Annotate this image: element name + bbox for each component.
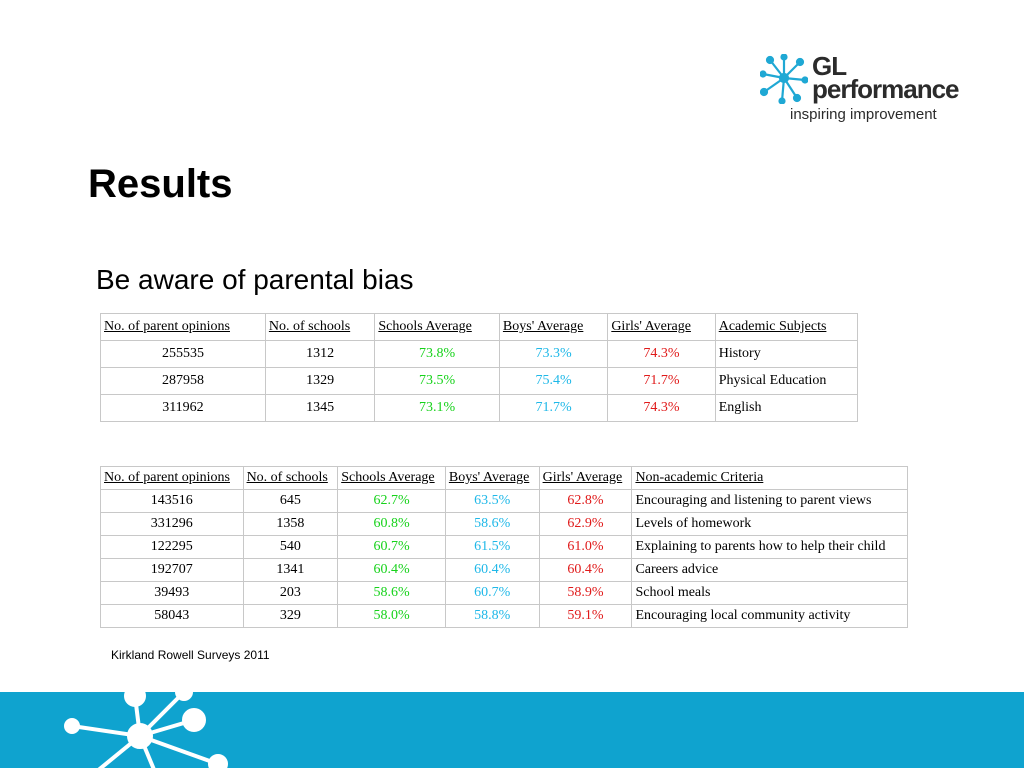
schools-average-cell: 60.4%	[337, 558, 446, 582]
column-header: Girls' Average	[607, 313, 716, 341]
girls-average-cell: 60.4%	[538, 558, 633, 582]
boys-average-cell: 61.5%	[444, 535, 540, 559]
logo-line-2: performance	[812, 74, 959, 104]
parent-opinions-cell: 122295	[100, 535, 244, 559]
boys-average-cell: 63.5%	[444, 489, 540, 513]
column-header: Girls' Average	[538, 466, 633, 490]
criteria-cell: Explaining to parents how to help their …	[631, 535, 908, 559]
schools-count-cell: 1345	[264, 394, 376, 422]
column-header: No. of schools	[264, 313, 376, 341]
column-header: Schools Average	[374, 313, 500, 341]
parent-opinions-cell: 39493	[100, 581, 244, 605]
table-row: 122295 540 60.7% 61.5% 61.0% Explaining …	[100, 535, 908, 559]
logo-tagline: inspiring improvement	[790, 106, 937, 123]
boys-average-cell: 58.8%	[444, 604, 540, 628]
slide-title: Results	[88, 162, 233, 206]
parent-opinions-cell: 192707	[100, 558, 244, 582]
non-academic-criteria-table: No. of parent opinions No. of schools Sc…	[100, 466, 908, 628]
schools-average-cell: 62.7%	[337, 489, 446, 513]
academic-subjects-table: No. of parent opinions No. of schools Sc…	[100, 313, 859, 422]
schools-average-cell: 60.8%	[337, 512, 446, 536]
boys-average-cell: 73.3%	[498, 340, 609, 368]
table-row: 287958 1329 73.5% 75.4% 71.7% Physical E…	[100, 367, 859, 395]
column-header: No. of schools	[242, 466, 339, 490]
girls-average-cell: 58.9%	[538, 581, 633, 605]
schools-average-cell: 73.8%	[374, 340, 500, 368]
girls-average-cell: 74.3%	[607, 394, 716, 422]
schools-average-cell: 73.1%	[374, 394, 500, 422]
boys-average-cell: 71.7%	[498, 394, 609, 422]
parent-opinions-cell: 143516	[100, 489, 244, 513]
network-star-icon	[64, 692, 228, 768]
parent-opinions-cell: 58043	[100, 604, 244, 628]
schools-average-cell: 60.7%	[337, 535, 446, 559]
schools-count-cell: 1329	[264, 367, 376, 395]
table-header-row: No. of parent opinions No. of schools Sc…	[100, 466, 908, 490]
gl-performance-logo: GL performance inspiring improvement	[760, 51, 982, 124]
schools-count-cell: 1358	[242, 512, 339, 536]
girls-average-cell: 74.3%	[607, 340, 716, 368]
girls-average-cell: 62.9%	[538, 512, 633, 536]
criteria-cell: Levels of homework	[631, 512, 908, 536]
schools-average-cell: 58.6%	[337, 581, 446, 605]
table-header-row: No. of parent opinions No. of schools Sc…	[100, 313, 859, 341]
schools-average-cell: 58.0%	[337, 604, 446, 628]
schools-count-cell: 1341	[242, 558, 339, 582]
table-row: 311962 1345 73.1% 71.7% 74.3% English	[100, 394, 859, 422]
subject-cell: Physical Education	[714, 367, 859, 395]
logo-line-1: GL	[812, 51, 847, 81]
schools-count-cell: 1312	[264, 340, 376, 368]
schools-count-cell: 203	[242, 581, 339, 605]
parent-opinions-cell: 255535	[100, 340, 266, 368]
table-row: 143516 645 62.7% 63.5% 62.8% Encouraging…	[100, 489, 908, 513]
girls-average-cell: 71.7%	[607, 367, 716, 395]
criteria-cell: Encouraging and listening to parent view…	[631, 489, 908, 513]
table-row: 39493 203 58.6% 60.7% 58.9% School meals	[100, 581, 908, 605]
girls-average-cell: 62.8%	[538, 489, 633, 513]
table-row: 331296 1358 60.8% 58.6% 62.9% Levels of …	[100, 512, 908, 536]
column-header: Non-academic Criteria	[631, 466, 908, 490]
column-header: Schools Average	[337, 466, 446, 490]
parent-opinions-cell: 311962	[100, 394, 266, 422]
column-header: Boys' Average	[444, 466, 540, 490]
criteria-cell: Encouraging local community activity	[631, 604, 908, 628]
network-star-icon	[760, 54, 808, 104]
schools-count-cell: 329	[242, 604, 339, 628]
subject-cell: History	[714, 340, 859, 368]
subject-cell: English	[714, 394, 859, 422]
column-header: No. of parent opinions	[100, 313, 266, 341]
criteria-cell: School meals	[631, 581, 908, 605]
schools-count-cell: 540	[242, 535, 339, 559]
girls-average-cell: 59.1%	[538, 604, 633, 628]
table-row: 255535 1312 73.8% 73.3% 74.3% History	[100, 340, 859, 368]
boys-average-cell: 75.4%	[498, 367, 609, 395]
table-row: 58043 329 58.0% 58.8% 59.1% Encouraging …	[100, 604, 908, 628]
table-row: 192707 1341 60.4% 60.4% 60.4% Careers ad…	[100, 558, 908, 582]
girls-average-cell: 61.0%	[538, 535, 633, 559]
footer-band	[0, 692, 1024, 768]
column-header: No. of parent opinions	[100, 466, 244, 490]
criteria-cell: Careers advice	[631, 558, 908, 582]
slide-subtitle: Be aware of parental bias	[96, 264, 414, 295]
parent-opinions-cell: 331296	[100, 512, 244, 536]
parent-opinions-cell: 287958	[100, 367, 266, 395]
boys-average-cell: 60.7%	[444, 581, 540, 605]
schools-count-cell: 645	[242, 489, 339, 513]
boys-average-cell: 58.6%	[444, 512, 540, 536]
source-citation: Kirkland Rowell Surveys 2011	[111, 648, 270, 662]
column-header: Academic Subjects	[714, 313, 859, 341]
schools-average-cell: 73.5%	[374, 367, 500, 395]
column-header: Boys' Average	[498, 313, 609, 341]
boys-average-cell: 60.4%	[444, 558, 540, 582]
